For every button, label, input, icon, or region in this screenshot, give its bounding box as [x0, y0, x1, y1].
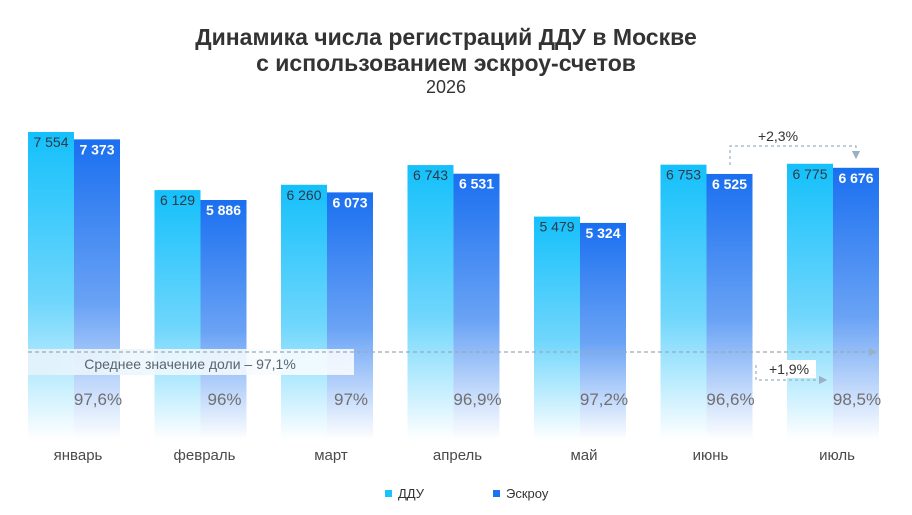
legend-swatch-ddu — [385, 490, 392, 497]
category-label-1: январь — [54, 447, 103, 464]
chart-subtitle: 2026 — [425, 77, 467, 97]
data-label-ddu-6: 6 753 — [666, 167, 701, 183]
growth-arrow-escrow — [729, 145, 861, 165]
data-label-ddu-1: 7 554 — [33, 134, 68, 150]
category-label-2: февраль — [174, 447, 236, 464]
data-label-ddu-4: 6 743 — [413, 167, 448, 183]
bar-escrow-2 — [200, 200, 247, 440]
data-label-ddu-7: 6 775 — [792, 166, 827, 182]
share-label-3: 97% — [334, 390, 368, 409]
bar-ddu-7 — [787, 163, 833, 440]
growth-arrow-share — [755, 365, 828, 385]
bar-escrow-3 — [327, 192, 373, 440]
data-label-escrow-6: 6 525 — [712, 176, 747, 192]
legend-item-escrow: Эскроу — [493, 486, 548, 501]
chart-title-block: Динамика числа регистраций ДДУ в Москве … — [0, 24, 892, 98]
share-label-2: 96% — [207, 390, 241, 409]
share-label-6: 96,6% — [706, 390, 754, 409]
bar-ddu-5 — [534, 216, 580, 440]
bar-escrow-7 — [833, 167, 879, 441]
bar-ddu-3 — [281, 184, 327, 440]
bar-escrow-1 — [74, 139, 120, 440]
growth-annotation-share-bg — [760, 360, 816, 378]
data-label-escrow-7: 6 676 — [838, 170, 873, 186]
share-label-5: 97,2% — [580, 390, 628, 409]
overlay-layer: 7 554 7 373 97,6% январь 6 129 5 886 96% феврал… — [28, 128, 881, 464]
category-label-3: март — [314, 447, 348, 464]
bar-escrow-4 — [453, 173, 500, 440]
legend-label-ddu: ДДУ — [398, 486, 425, 501]
growth-annotation-escrow: +2,3% — [758, 128, 798, 144]
data-label-ddu-2: 6 129 — [160, 192, 195, 208]
share-label-7: 98,5% — [833, 390, 881, 409]
bar-ddu-4 — [407, 165, 454, 440]
data-label-escrow-4: 6 531 — [459, 176, 494, 192]
bar-escrow-6 — [706, 173, 753, 441]
data-label-escrow-2: 5 886 — [206, 202, 241, 218]
legend-swatch-escrow — [493, 490, 500, 497]
average-label: Среднее значение доли – 97,1% — [84, 356, 296, 372]
chart-title-line2: с использованием эскроу-счетов — [256, 50, 636, 76]
category-label-6: июнь — [693, 447, 729, 464]
category-label-5: май — [570, 447, 597, 464]
bar-ddu-2 — [154, 190, 201, 440]
share-label-1: 97,6% — [74, 390, 122, 409]
category-label-7: июль — [819, 447, 855, 464]
bar-ddu-1 — [28, 132, 74, 440]
data-label-escrow-5: 5 324 — [585, 225, 620, 241]
data-label-ddu-3: 6 260 — [286, 187, 321, 203]
data-label-escrow-3: 6 073 — [332, 194, 367, 210]
data-label-ddu-5: 5 479 — [539, 219, 574, 235]
data-label-escrow-1: 7 373 — [79, 141, 114, 157]
share-label-4: 96,9% — [453, 390, 501, 409]
bar-escrow-5 — [580, 222, 626, 440]
chart-title: Динамика числа регистраций ДДУ в Москве — [195, 24, 697, 50]
legend: ДДУ Эскроу — [0, 486, 912, 506]
category-label-4: апрель — [433, 447, 482, 464]
legend-label-escrow: Эскроу — [506, 486, 549, 501]
bars-layer — [28, 132, 879, 441]
bar-ddu-6 — [660, 164, 707, 441]
legend-item-ddu: ДДУ — [385, 486, 424, 501]
average-label-box — [28, 349, 354, 375]
growth-annotation-share: +1,9% — [769, 361, 809, 377]
